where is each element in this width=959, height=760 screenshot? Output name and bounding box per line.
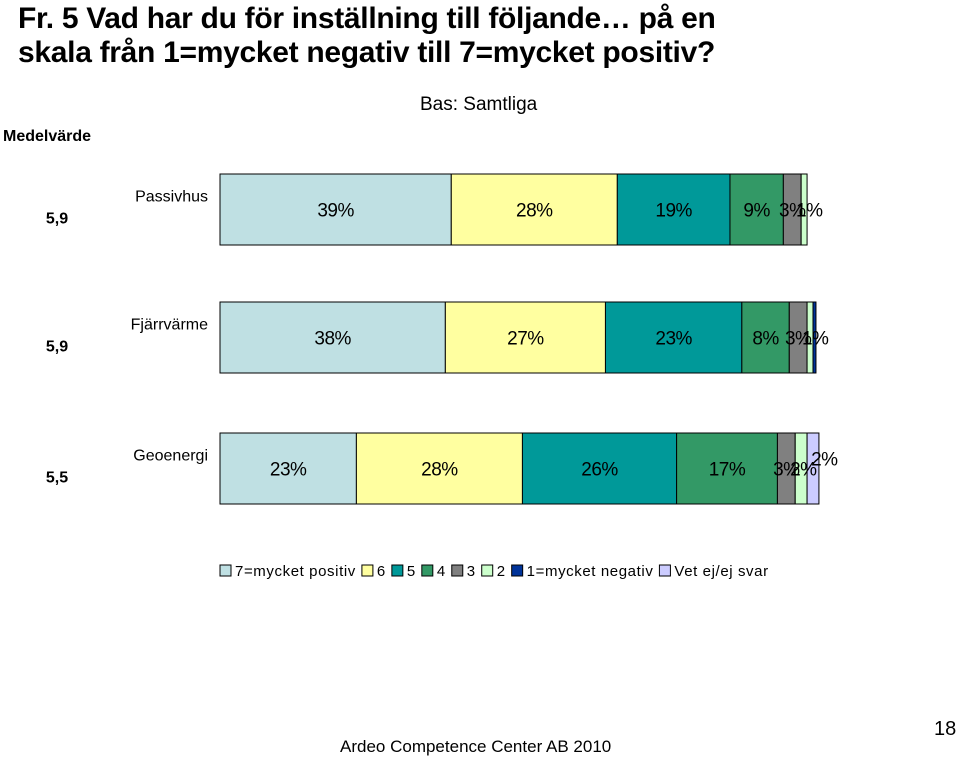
mean-value: 5,5	[46, 470, 68, 487]
legend-swatch	[481, 564, 494, 577]
data-label: 8%	[752, 329, 779, 350]
bar-segment	[812, 301, 817, 374]
category-label: Passivhus	[135, 189, 208, 206]
data-label: 19%	[655, 201, 692, 222]
chart-subtitle: Bas: Samtliga	[420, 94, 538, 115]
legend-label: 4	[437, 563, 446, 580]
data-label: 23%	[270, 460, 307, 481]
legend-swatch	[219, 564, 232, 577]
bar-segment	[355, 432, 523, 505]
data-label: 39%	[317, 201, 354, 222]
legend-label: 1=mycket negativ	[527, 563, 654, 580]
legend-label: 7=mycket positiv	[235, 563, 356, 580]
data-label: 26%	[581, 460, 618, 481]
bar-segment	[676, 432, 778, 505]
bar-segment	[219, 173, 452, 246]
title-line-2: skala från 1=mycket negativ till 7=mycke…	[18, 36, 716, 69]
data-label: 3%	[773, 460, 800, 481]
legend-label: 6	[377, 563, 386, 580]
bar-segment	[444, 301, 606, 374]
category-label: Fjärrvärme	[131, 317, 208, 334]
data-label: 9%	[743, 201, 770, 222]
page-number: 18	[934, 718, 957, 740]
legend-label: 3	[467, 563, 476, 580]
data-label: 28%	[516, 201, 553, 222]
data-label: 1%	[796, 201, 823, 222]
mean-value: 5,9	[46, 211, 68, 228]
bar-segment	[521, 432, 678, 505]
footer-text: Ardeo Competence Center AB 2010	[340, 737, 612, 756]
legend-swatch	[391, 564, 404, 577]
legend-label: Vet ej/ej svar	[674, 563, 768, 580]
bar-segment	[450, 173, 618, 246]
chart-title: Fr. 5 Vad har du för inställning till fö…	[18, 2, 948, 70]
bar-segment	[616, 173, 731, 246]
mean-column-header: Medelvärde	[3, 128, 92, 145]
legend-swatch	[511, 564, 524, 577]
bar-segment	[219, 432, 357, 505]
legend-label: 2	[497, 563, 506, 580]
data-label: 1%	[802, 329, 829, 350]
legend-swatch	[361, 564, 374, 577]
title-line-1: Fr. 5 Vad har du för inställning till fö…	[18, 2, 716, 35]
data-label: 28%	[421, 460, 458, 481]
bar-segment	[729, 173, 784, 246]
mean-value: 5,9	[46, 339, 68, 356]
bar-segment	[800, 173, 808, 246]
data-label: 27%	[507, 329, 544, 350]
legend-swatch	[421, 564, 434, 577]
data-label: 3%	[779, 201, 806, 222]
bar-segment	[604, 301, 743, 374]
bar-segment	[806, 432, 820, 505]
data-label: 17%	[709, 460, 746, 481]
legend-swatch	[451, 564, 464, 577]
category-label: Geoenergi	[133, 448, 208, 465]
legend-label: 5	[407, 563, 416, 580]
data-label: 23%	[655, 329, 692, 350]
data-label: 2%	[811, 450, 838, 471]
data-label: 38%	[314, 329, 351, 350]
data-label: 3%	[785, 329, 812, 350]
legend-swatch	[658, 564, 671, 577]
data-label: 2%	[790, 460, 817, 481]
